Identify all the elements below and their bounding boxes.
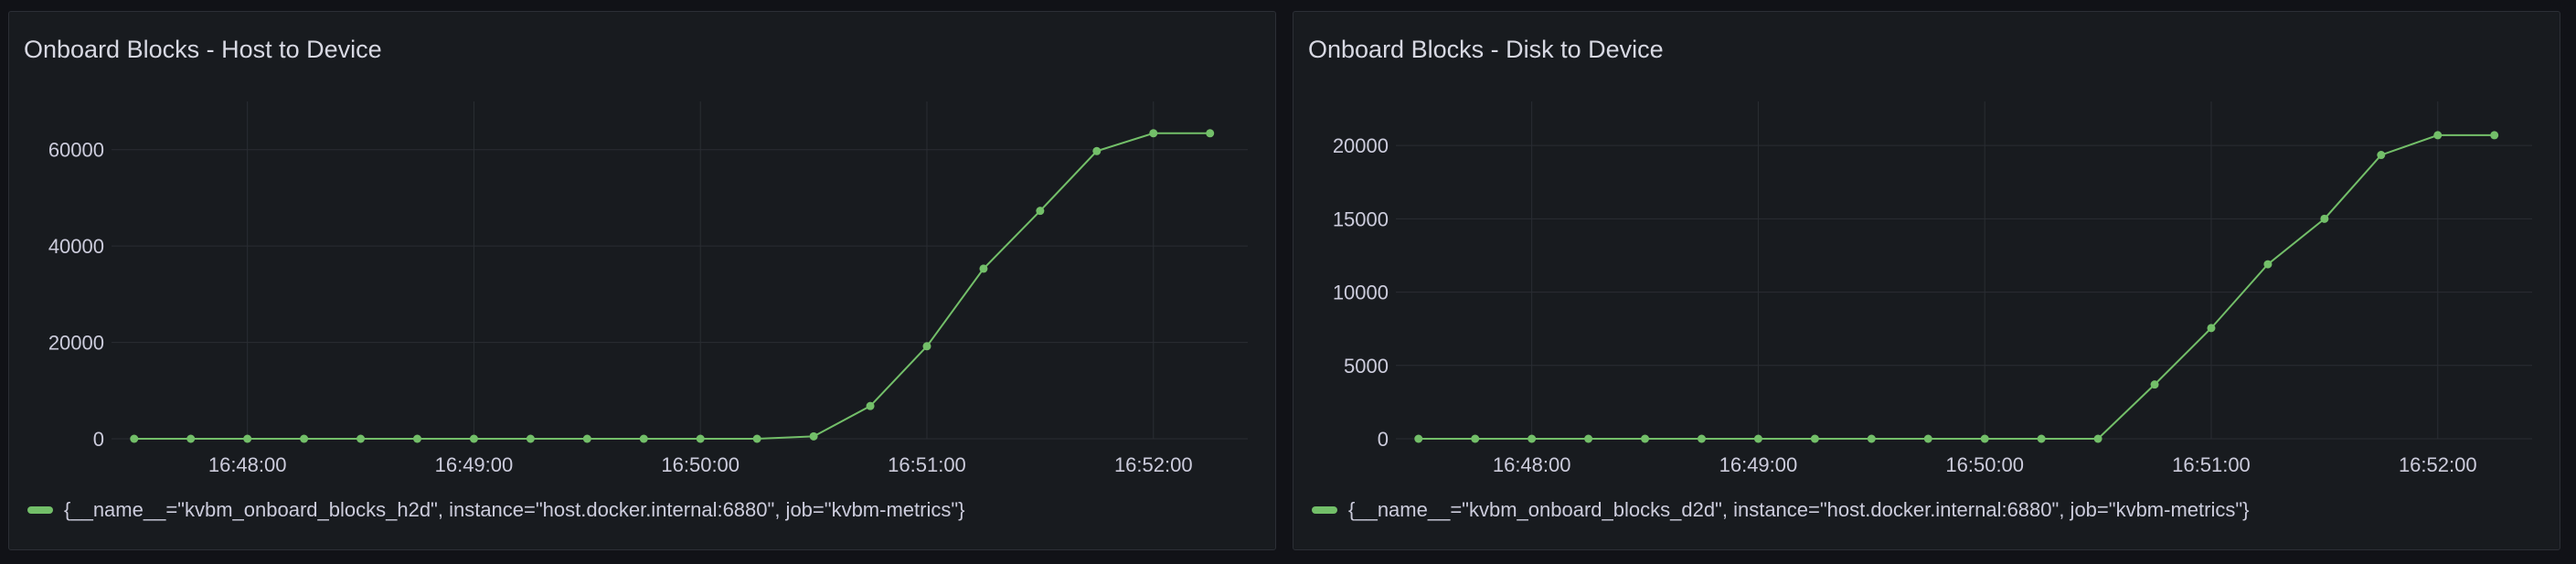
data-point [696, 434, 705, 443]
data-point [1584, 434, 1593, 443]
data-point [1036, 207, 1045, 216]
x-tick-label: 16:51:00 [2172, 453, 2251, 476]
data-point [2150, 380, 2159, 389]
y-tick-label: 40000 [48, 235, 104, 258]
data-point [357, 434, 366, 443]
panel-title[interactable]: Onboard Blocks - Disk to Device [1308, 36, 1664, 63]
data-point [2263, 260, 2273, 269]
y-tick-label: 10000 [1333, 282, 1389, 304]
x-tick-label: 16:50:00 [661, 453, 740, 476]
legend-label: {__name__="kvbm_onboard_blocks_d2d", ins… [1348, 498, 2250, 521]
y-tick-label: 60000 [48, 139, 104, 162]
data-point [300, 434, 309, 443]
series-color-swatch [27, 506, 53, 514]
legend-item[interactable]: {__name__="kvbm_onboard_blocks_h2d", ins… [27, 498, 965, 522]
x-tick-label: 16:48:00 [208, 453, 287, 476]
data-point [2490, 131, 2499, 140]
data-point [243, 434, 252, 443]
data-point [1528, 434, 1537, 443]
data-point [1867, 434, 1876, 443]
data-point [1923, 434, 1932, 443]
panel-title[interactable]: Onboard Blocks - Host to Device [24, 36, 382, 63]
x-tick-label: 16:49:00 [1719, 453, 1798, 476]
data-point [1641, 434, 1650, 443]
data-point [979, 264, 988, 273]
x-tick-label: 16:50:00 [1945, 453, 2024, 476]
series-color-swatch [1312, 506, 1337, 514]
data-point [2093, 434, 2102, 443]
data-point [526, 434, 535, 443]
data-point [1471, 434, 1480, 443]
data-point [582, 434, 591, 443]
data-point [922, 342, 931, 351]
data-point [1206, 129, 1215, 138]
data-point [2207, 324, 2216, 333]
y-tick-label: 0 [1378, 428, 1389, 451]
x-tick-label: 16:49:00 [435, 453, 514, 476]
series-line [133, 132, 1210, 440]
y-tick-label: 15000 [1333, 208, 1389, 230]
data-point [186, 434, 196, 443]
panel-disk-to-device: Onboard Blocks - Disk to Device 16:48:00… [1293, 11, 2560, 550]
y-tick-label: 20000 [48, 332, 104, 355]
data-point [752, 434, 761, 443]
data-point [1149, 129, 1158, 138]
y-tick-label: 5000 [1344, 355, 1389, 378]
x-tick-label: 16:52:00 [1114, 453, 1193, 476]
y-tick-label: 0 [93, 428, 104, 451]
x-tick-label: 16:52:00 [2399, 453, 2477, 476]
data-point [1810, 434, 1819, 443]
legend-label: {__name__="kvbm_onboard_blocks_h2d", ins… [64, 498, 965, 521]
data-point [412, 434, 421, 443]
data-point [1697, 434, 1706, 443]
data-point [1092, 146, 1102, 155]
data-point [639, 434, 648, 443]
data-point [1980, 434, 1989, 443]
data-point [2377, 151, 2386, 160]
panel-host-to-device: Onboard Blocks - Host to Device 16:48:00… [8, 11, 1276, 550]
x-tick-label: 16:48:00 [1493, 453, 1571, 476]
chart-host-to-device: 16:48:00 16:49:00 16:50:00 16:51:00 16:52:00… [48, 101, 1248, 476]
series-line [1418, 133, 2495, 440]
x-tick-label: 16:51:00 [888, 453, 966, 476]
data-point [469, 434, 478, 443]
chart-disk-to-device: 16:48:00 16:49:00 16:50:00 16:51:00 16:52:00… [1333, 101, 2532, 476]
data-point [1414, 434, 1423, 443]
data-point [866, 401, 875, 410]
data-point [2037, 434, 2046, 443]
legend-item[interactable]: {__name__="kvbm_onboard_blocks_d2d", ins… [1312, 498, 2250, 522]
data-point [2433, 131, 2443, 140]
y-tick-label: 20000 [1333, 134, 1389, 157]
data-point [1753, 434, 1762, 443]
data-point [130, 434, 139, 443]
data-point [809, 431, 818, 441]
data-point [2320, 214, 2329, 223]
